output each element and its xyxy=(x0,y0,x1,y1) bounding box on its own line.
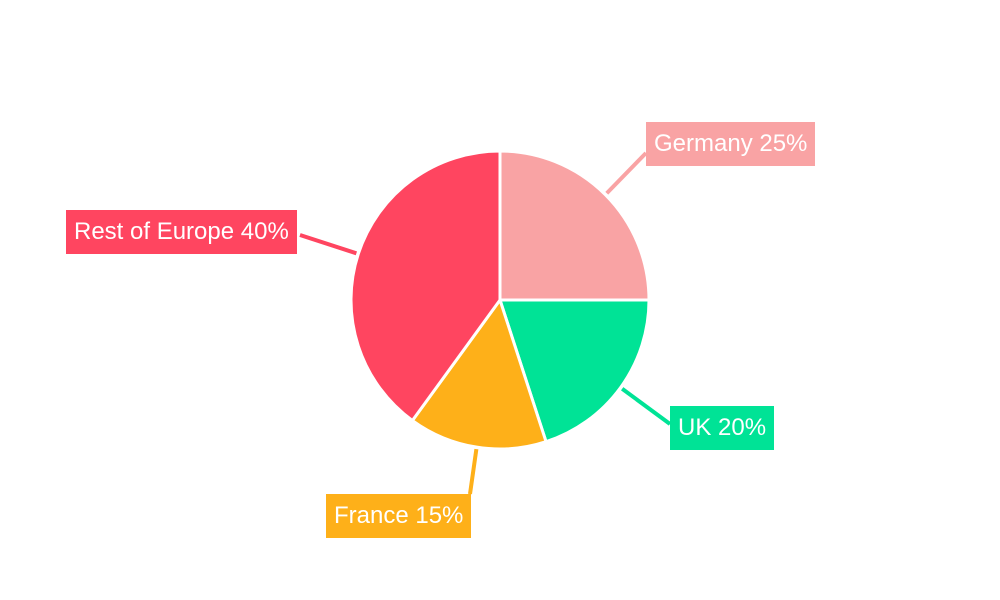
leader-line xyxy=(605,151,648,195)
slice-label: France 15% xyxy=(326,494,472,538)
pie-slice-france[interactable] xyxy=(410,296,548,451)
slice-label: UK 20% xyxy=(670,406,775,450)
leader-line xyxy=(620,387,672,426)
pie-slice-rest-of-europe[interactable] xyxy=(349,149,502,423)
pie-slice-uk[interactable] xyxy=(497,298,651,444)
slice-label: Germany 25% xyxy=(646,122,816,166)
slice-label: Rest of Europe 40% xyxy=(66,210,297,254)
leader-line xyxy=(468,448,479,495)
leader-line xyxy=(299,233,358,256)
pie-slice-germany[interactable] xyxy=(498,149,651,302)
